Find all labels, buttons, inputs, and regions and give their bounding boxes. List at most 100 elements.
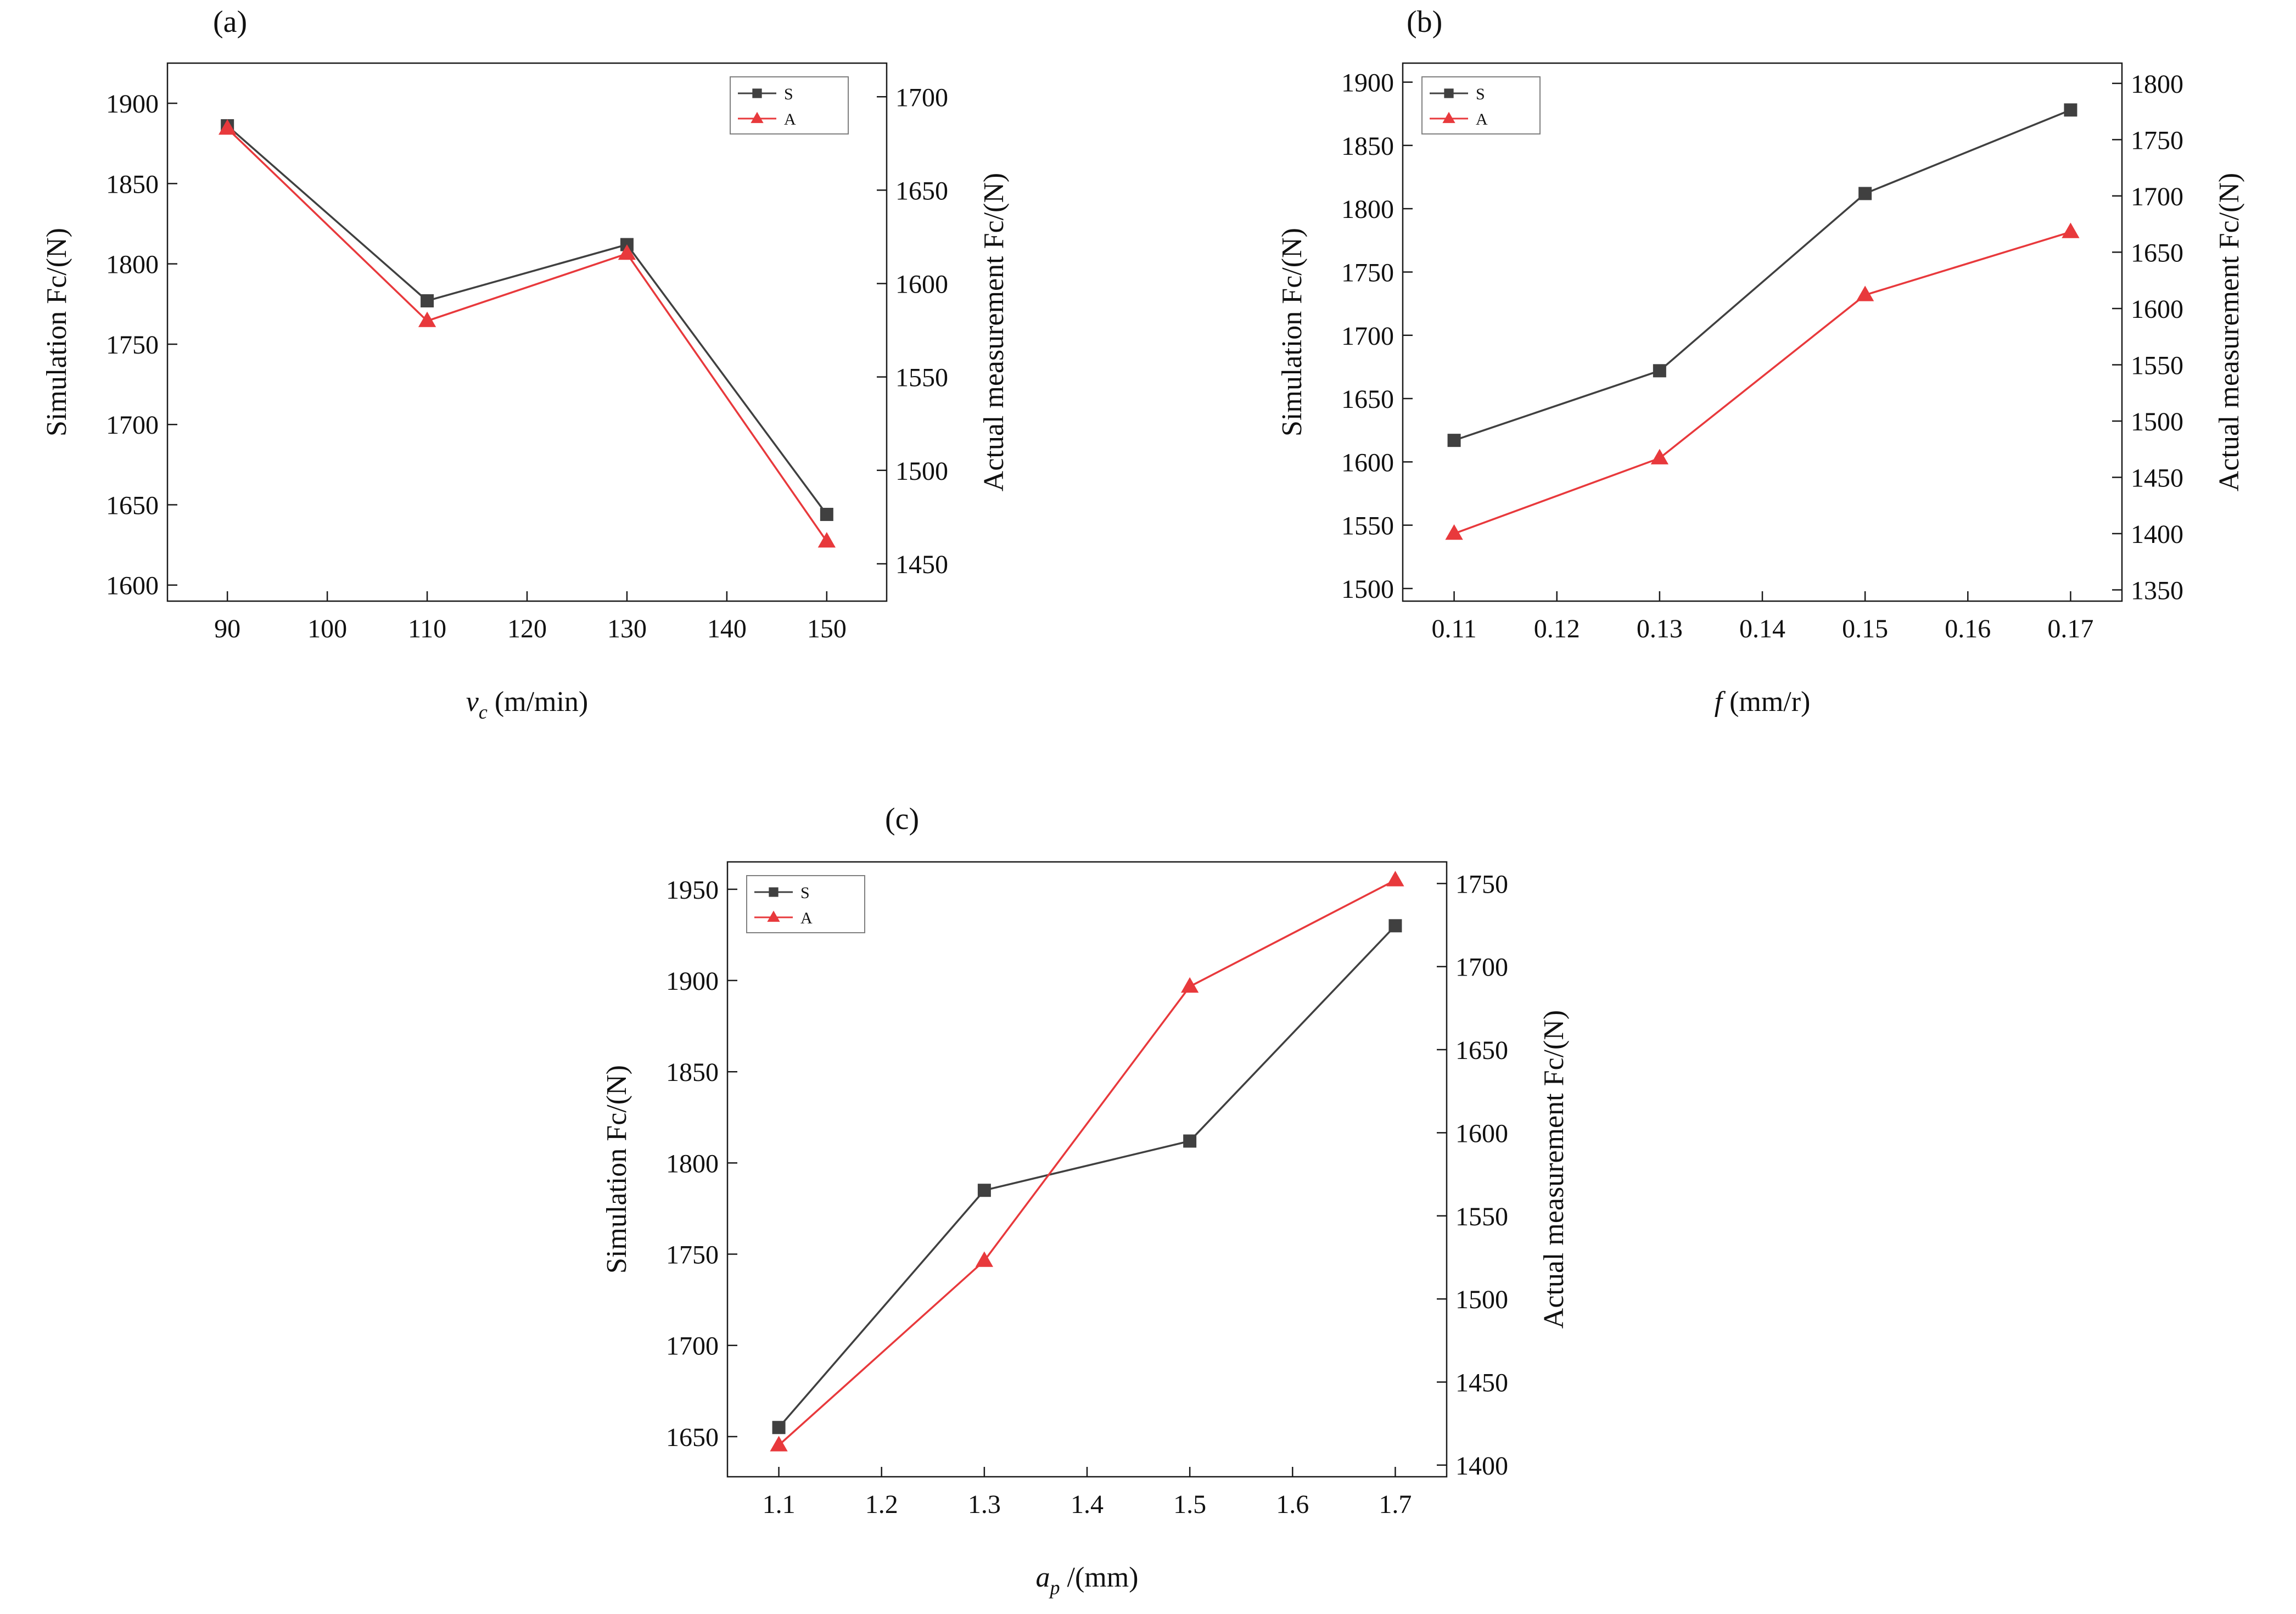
x-tick-label-1.5: 1.5 [1173, 1490, 1206, 1519]
series-line-A-b [1453, 231, 2071, 535]
plot-frame-a [166, 62, 888, 602]
right-tick-label-1500: 1500 [895, 457, 948, 486]
left-tick-label-1850: 1850 [1341, 132, 1394, 161]
x-axis-title-b: f (mm/r) [1715, 686, 1811, 718]
series-marker-A-c-3 [1386, 871, 1404, 887]
x-tick-label-0.11: 0.11 [1431, 614, 1476, 643]
left-axis-title-a: Simulation Fc/(N) [41, 228, 72, 436]
series-marker-A-b-2 [1856, 285, 1874, 301]
series-marker-S-a-3 [820, 508, 833, 522]
chart-svg-a: 1600 1650 1700 1750 1800 1850 1900 1450 1500 1550… [41, 62, 1010, 723]
left-tick-label-1650: 1650 [106, 491, 159, 520]
right-tick-label-1700: 1700 [2131, 182, 2183, 211]
right-tick-label-1550: 1550 [1455, 1202, 1508, 1231]
x-tick-label-1.6: 1.6 [1276, 1490, 1309, 1519]
left-tick-label-1650: 1650 [666, 1423, 719, 1452]
x-tick-label-1.1: 1.1 [763, 1490, 796, 1519]
legend-marker-S-c [769, 887, 779, 897]
x-tick-label-0.17: 0.17 [2047, 614, 2093, 643]
x-tick-label-0.15: 0.15 [1842, 614, 1888, 643]
right-tick-label-1500: 1500 [2131, 407, 2183, 436]
right-tick-label-1750: 1750 [2131, 126, 2183, 155]
left-tick-label-1900: 1900 [106, 89, 159, 119]
left-axis-title-c: Simulation Fc/(N) [601, 1065, 632, 1274]
right-tick-label-1700: 1700 [1455, 953, 1508, 982]
series-marker-A-b-3 [2062, 222, 2080, 238]
series-marker-S-c-3 [1388, 919, 1402, 933]
legend-label-A-a: A [784, 110, 796, 128]
left-axis-c: 1650 1700 1750 1800 1850 1900 1950 [666, 876, 737, 1452]
legend-label-S-a: S [784, 85, 793, 103]
x-tick-label-1.2: 1.2 [865, 1490, 898, 1519]
series-marker-S-b-3 [2064, 103, 2077, 117]
right-tick-label-1600: 1600 [2131, 295, 2183, 324]
left-tick-label-1750: 1750 [1341, 258, 1394, 287]
right-tick-label-1350: 1350 [2131, 576, 2183, 605]
x-tick-label-0.12: 0.12 [1534, 614, 1580, 643]
right-tick-label-1700: 1700 [895, 83, 948, 112]
left-tick-label-1900: 1900 [666, 967, 719, 996]
legend-label-A-b: A [1476, 110, 1488, 128]
x-tick-label-0.13: 0.13 [1637, 614, 1683, 643]
chart-svg-c: 1650 1700 1750 1800 1850 1900 1950 1400 1450 1500… [601, 861, 1570, 1599]
series-marker-S-c-2 [1183, 1134, 1197, 1148]
left-tick-label-1600: 1600 [1341, 448, 1394, 477]
right-axis-b: 1350 1400 1450 1500 1550 1600 1650 1700 1750 1800 [2112, 70, 2183, 605]
panel-label-b: (b) [1407, 5, 1443, 39]
chart-panel-a: 1600 1650 1700 1750 1800 1850 1900 1450 1500 1550… [30, 33, 1035, 749]
legend-c: SA [746, 875, 865, 933]
series-marker-A-a-3 [817, 532, 836, 548]
right-tick-label-1600: 1600 [895, 270, 948, 299]
legend-box-c [746, 875, 865, 933]
left-axis-a: 1600 1650 1700 1750 1800 1850 1900 [106, 89, 177, 601]
left-tick-label-1750: 1750 [106, 330, 159, 360]
x-tick-label-90: 90 [214, 614, 240, 643]
right-axis-a: 1450 1500 1550 1600 1650 1700 [877, 83, 948, 579]
x-tick-label-0.16: 0.16 [1945, 614, 1991, 643]
legend-b: SA [1421, 76, 1541, 134]
series-marker-A-c-1 [975, 1251, 994, 1267]
right-tick-label-1450: 1450 [1455, 1368, 1508, 1397]
x-tick-label-0.14: 0.14 [1739, 614, 1785, 643]
series-marker-S-c-0 [772, 1421, 786, 1434]
right-tick-label-1600: 1600 [1455, 1119, 1508, 1148]
legend-marker-S-a [752, 88, 762, 98]
series-marker-A-a-0 [219, 119, 237, 135]
x-tick-label-120: 120 [507, 614, 547, 643]
right-tick-label-1650: 1650 [1455, 1036, 1508, 1065]
left-tick-label-1800: 1800 [106, 250, 159, 279]
panel-label-a: (a) [213, 5, 248, 39]
panel-label-c: (c) [885, 802, 920, 836]
legend-a: SA [730, 76, 849, 134]
x-axis-c: 1.1 1.2 1.3 1.4 1.5 1.6 1.7 [763, 1467, 1412, 1519]
x-tick-label-1.3: 1.3 [968, 1490, 1001, 1519]
legend-box-a [730, 76, 849, 134]
right-tick-label-1450: 1450 [2131, 463, 2183, 492]
series-marker-S-a-1 [421, 294, 434, 307]
right-axis-title-b: Actual measurement Fc/(N) [2214, 173, 2245, 491]
right-tick-label-1750: 1750 [1455, 870, 1508, 899]
series-marker-A-a-2 [618, 244, 636, 260]
x-axis-b: 0.11 0.12 0.13 0.14 0.15 0.16 0.17 [1431, 591, 2093, 643]
x-tick-label-1.7: 1.7 [1379, 1490, 1412, 1519]
x-tick-label-100: 100 [307, 614, 347, 643]
left-tick-label-1850: 1850 [666, 1058, 719, 1087]
series-line-S-b [1454, 109, 2071, 441]
right-tick-label-1400: 1400 [1455, 1452, 1508, 1481]
left-tick-label-1550: 1550 [1341, 512, 1394, 541]
x-tick-label-1.4: 1.4 [1071, 1490, 1104, 1519]
right-tick-label-1500: 1500 [1455, 1285, 1508, 1314]
series-line-S-c [778, 925, 1396, 1428]
x-tick-label-130: 130 [607, 614, 647, 643]
left-tick-label-1800: 1800 [1341, 195, 1394, 224]
left-tick-label-1950: 1950 [666, 876, 719, 905]
legend-marker-A-a [751, 111, 764, 124]
series-marker-S-b-0 [1447, 434, 1461, 447]
x-tick-label-140: 140 [707, 614, 747, 643]
left-tick-label-1900: 1900 [1341, 69, 1394, 98]
legend-label-S-c: S [800, 884, 810, 902]
series-line-A-c [778, 879, 1396, 1446]
right-tick-label-1400: 1400 [2131, 520, 2183, 549]
right-axis-c: 1400 1450 1500 1550 1600 1650 1700 1750 [1437, 870, 1508, 1481]
